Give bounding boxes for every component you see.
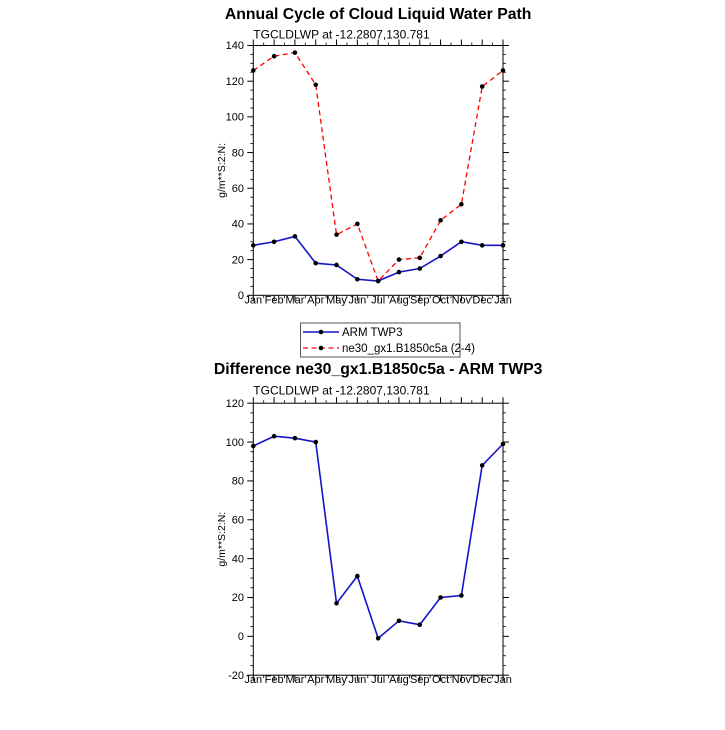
svg-text:Dec: Dec: [472, 294, 492, 306]
svg-text:Apr: Apr: [307, 674, 324, 686]
svg-text:Oct: Oct: [432, 674, 449, 686]
svg-text:Dec: Dec: [472, 674, 492, 686]
svg-text:Nov: Nov: [452, 674, 472, 686]
svg-text:g/m**S:2:N:: g/m**S:2:N:: [216, 512, 228, 567]
svg-text:Jan: Jan: [494, 674, 512, 686]
svg-text:Jan: Jan: [244, 674, 262, 686]
svg-text:40: 40: [232, 553, 244, 565]
svg-text:20: 20: [232, 592, 244, 604]
svg-text:Nov: Nov: [452, 294, 472, 306]
svg-text:Jun: Jun: [348, 674, 366, 686]
svg-text:140: 140: [226, 40, 244, 52]
svg-text:-20: -20: [228, 670, 244, 682]
svg-text:ne30_gx1.B1850c5a (2-4): ne30_gx1.B1850c5a (2-4): [342, 343, 475, 355]
svg-text:Jan: Jan: [494, 294, 512, 306]
svg-text:Sep: Sep: [410, 674, 430, 686]
svg-text:120: 120: [226, 398, 244, 410]
svg-text:60: 60: [232, 514, 244, 526]
svg-text:Jan: Jan: [244, 294, 262, 306]
svg-text:May: May: [326, 294, 347, 306]
svg-text:0: 0: [238, 631, 244, 643]
svg-text:Jun: Jun: [348, 294, 366, 306]
svg-text:g/m**S:2:N:: g/m**S:2:N:: [216, 143, 228, 198]
svg-text:Jul: Jul: [371, 674, 385, 686]
svg-text:Difference ne30_gx1.B1850c5a -: Difference ne30_gx1.B1850c5a - ARM TWP3: [214, 361, 543, 378]
svg-text:0: 0: [238, 290, 244, 302]
svg-text:Feb: Feb: [265, 294, 284, 306]
svg-text:Jul: Jul: [371, 294, 385, 306]
svg-text:ARM TWP3: ARM TWP3: [342, 327, 403, 339]
svg-text:Oct: Oct: [432, 294, 449, 306]
svg-text:80: 80: [232, 476, 244, 488]
svg-text:TGCLDLWP at -12.2807,130.781: TGCLDLWP at -12.2807,130.781: [253, 28, 430, 42]
svg-text:80: 80: [232, 147, 244, 159]
svg-text:Mar: Mar: [285, 674, 304, 686]
svg-text:40: 40: [232, 219, 244, 231]
svg-text:100: 100: [226, 112, 244, 124]
svg-text:60: 60: [232, 183, 244, 195]
svg-text:Aug: Aug: [389, 294, 409, 306]
svg-text:Aug: Aug: [389, 674, 409, 686]
svg-text:Sep: Sep: [410, 294, 430, 306]
svg-text:Feb: Feb: [265, 674, 284, 686]
svg-text:120: 120: [226, 76, 244, 88]
svg-text:100: 100: [226, 437, 244, 449]
svg-text:20: 20: [232, 254, 244, 266]
svg-text:TGCLDLWP at -12.2807,130.781: TGCLDLWP at -12.2807,130.781: [253, 384, 430, 398]
svg-text:May: May: [326, 674, 347, 686]
svg-text:Annual Cycle of Cloud Liquid W: Annual Cycle of Cloud Liquid Water Path: [225, 6, 532, 23]
svg-text:Apr: Apr: [307, 294, 324, 306]
svg-text:Mar: Mar: [285, 294, 304, 306]
